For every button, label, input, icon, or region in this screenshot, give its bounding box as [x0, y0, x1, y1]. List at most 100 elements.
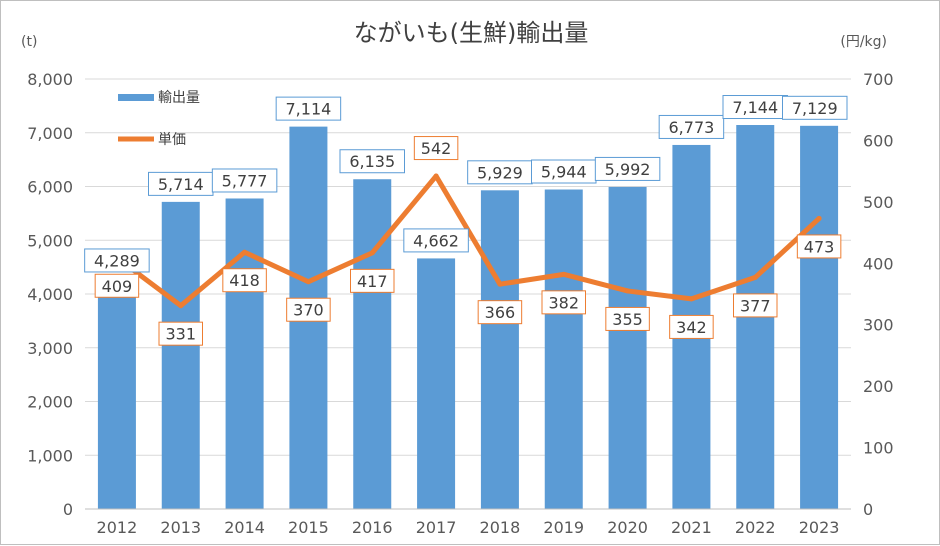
bar-data-label-box	[403, 228, 469, 253]
y-right-tick-label: 400	[863, 254, 894, 273]
bar-data-label: 5,714	[158, 175, 204, 194]
line-point	[752, 274, 758, 280]
line-data-label: 342	[676, 318, 707, 337]
x-tick-label: 2020	[607, 518, 648, 537]
x-tick-label: 2014	[224, 518, 265, 537]
line-data-label: 473	[804, 237, 835, 256]
x-tick-label: 2015	[288, 518, 329, 537]
line-point	[305, 279, 311, 285]
y-right-tick-label: 500	[863, 193, 894, 212]
x-tick-label: 2012	[97, 518, 138, 537]
bar-data-label-box	[782, 95, 848, 120]
legend-label-line: 単価	[158, 132, 186, 148]
y-right-tick-label: 600	[863, 131, 894, 150]
gridlines	[85, 78, 851, 456]
bar	[544, 189, 583, 509]
bar-data-label: 4,662	[413, 231, 459, 250]
line-data-label-box	[541, 290, 586, 315]
bar-data-label-box	[658, 114, 725, 139]
x-tick-label: 2017	[416, 518, 457, 537]
x-tick-label: 2016	[352, 518, 393, 537]
line-data-label: 542	[421, 139, 452, 158]
line-data-label-box	[733, 293, 778, 318]
chart-title: ながいも(生鮮)輸出量	[354, 19, 589, 47]
bar-data-label: 5,777	[222, 171, 268, 190]
bar	[608, 186, 647, 509]
bar	[800, 125, 839, 509]
line-data-label-box	[222, 268, 267, 293]
y-left-tick-label: 7,000	[27, 124, 73, 143]
y-left-tick-label: 5,000	[27, 231, 73, 250]
y-left-tick-label: 1,000	[27, 446, 73, 465]
y-left-tick-label: 6,000	[27, 178, 73, 197]
legend-label-bar: 輸出量	[158, 90, 200, 106]
bar-data-label-box	[339, 149, 405, 174]
bar-data-label: 7,129	[792, 99, 838, 118]
line-data-label: 377	[740, 296, 771, 315]
line-data-label-box	[605, 306, 650, 331]
line-data-label-box	[796, 234, 842, 259]
legend: 輸出量 単価	[118, 90, 200, 148]
bar	[353, 179, 392, 509]
line-point	[688, 296, 694, 302]
line-point	[369, 250, 375, 256]
bar-data-label: 6,135	[349, 152, 395, 171]
line-point	[242, 249, 248, 255]
line-data-label: 418	[229, 271, 260, 290]
y-right-tick-label: 700	[863, 70, 894, 89]
line-point	[816, 215, 822, 221]
line-data-label: 409	[102, 277, 133, 296]
bar-data-label: 5,992	[605, 160, 651, 179]
y-right-tick-label: 0	[863, 500, 873, 519]
bar-data-label: 7,144	[732, 98, 778, 117]
line-point	[625, 288, 631, 294]
line-data-label-box	[94, 273, 140, 298]
y-left-tick-label: 2,000	[27, 393, 73, 412]
bar-data-label-box	[594, 156, 661, 181]
bar-data-label: 6,773	[669, 118, 715, 137]
line-data-label-box	[413, 136, 459, 161]
left-axis-unit: (t)	[21, 34, 37, 50]
y-left-tick-label: 3,000	[27, 339, 73, 358]
x-tick-label: 2023	[799, 518, 840, 537]
line-data-label: 370	[293, 301, 324, 320]
line-point	[178, 303, 184, 309]
y-left-tick-label: 0	[63, 500, 73, 519]
line-data-label-box	[350, 268, 395, 293]
legend-swatch-bar	[118, 94, 154, 101]
y-right-tick-label: 300	[863, 316, 894, 335]
y-right-tick-label: 100	[863, 439, 894, 458]
line-data-label: 331	[165, 325, 196, 344]
bar	[225, 198, 264, 509]
bar-data-label: 5,929	[477, 163, 523, 182]
bar	[161, 201, 200, 509]
x-tick-label: 2013	[160, 518, 201, 537]
line-data-label: 417	[357, 272, 388, 291]
line-data-label-box	[477, 300, 523, 325]
axes: 0 1,000 2,000 3,000 4,000 5,000 6,000 7,000 8,00…	[27, 70, 893, 537]
bar	[97, 278, 136, 509]
x-tick-label: 2019	[543, 518, 584, 537]
y-left-tick-label: 4,000	[27, 285, 73, 304]
bar-data-label: 4,289	[94, 251, 140, 270]
y-right-tick-label: 200	[863, 377, 894, 396]
x-tick-label: 2021	[671, 518, 712, 537]
right-axis-unit: (円/kg)	[840, 34, 887, 50]
line-data-label-box	[286, 297, 331, 322]
data-labels: 4,289 5,714 5,777 7,114 6,135 4,662 5,929 5,944…	[84, 95, 848, 346]
bar	[417, 258, 456, 509]
line-point	[497, 281, 503, 287]
bar	[480, 190, 519, 509]
line-data-label: 382	[548, 293, 579, 312]
x-tick-label: 2018	[480, 518, 521, 537]
line-point	[433, 173, 439, 179]
bar-data-label-box	[275, 96, 342, 121]
line-data-label-box	[158, 321, 203, 346]
line-point	[561, 271, 567, 277]
bar-data-label-box	[84, 248, 150, 273]
bar-data-label: 7,114	[286, 100, 332, 119]
y-left-tick-label: 8,000	[27, 70, 73, 89]
x-tick-label: 2022	[735, 518, 776, 537]
